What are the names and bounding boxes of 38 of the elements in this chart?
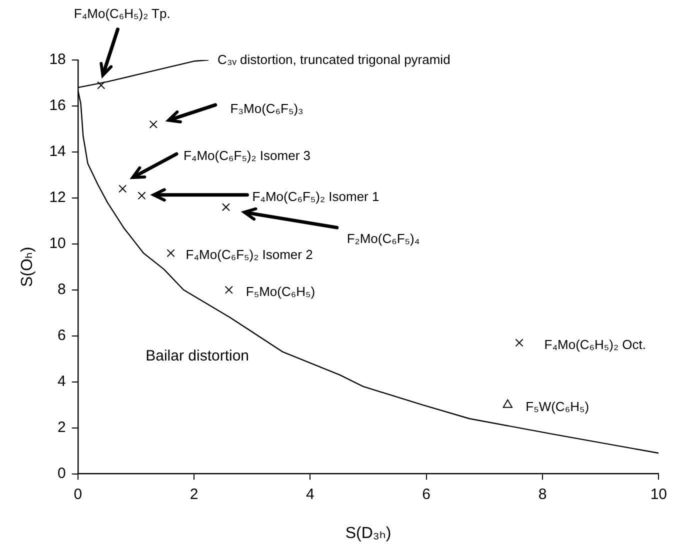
annotation: F₅W(C₆H₅) (526, 398, 590, 414)
annotation: Bailar distortion (146, 347, 250, 364)
point (138, 192, 146, 200)
point (222, 203, 230, 212)
x-tick-label: 6 (422, 486, 431, 503)
point (515, 338, 524, 347)
point (166, 249, 175, 258)
x-tick-label: 10 (650, 486, 667, 503)
point (224, 286, 233, 294)
y-tick-label: 6 (58, 327, 66, 344)
annotation: F₄Mo(C₆F₅)₂ Isomer 3 (183, 148, 310, 164)
point (97, 81, 106, 90)
annotation: F₅Mo(C₆H₅) (246, 284, 316, 299)
point (502, 399, 512, 408)
annotation: C₃ᵥ distortion, truncated trigonal pyramid (218, 52, 450, 67)
point (118, 184, 127, 193)
annotation: F₂Mo(C₆F₅)₄ (346, 230, 420, 246)
annotation: F₃Mo(C₆F₅)₃ (230, 101, 304, 116)
point (149, 120, 158, 128)
y-tick-label: 10 (49, 235, 66, 252)
annotation: F₄Mo(C₆H₅)₂ Oct. (544, 336, 646, 352)
x-tick-label: 2 (190, 486, 198, 503)
y-tick-label: 0 (58, 464, 66, 482)
y-tick-label: 4 (58, 372, 66, 390)
y-tick-label: 18 (49, 51, 66, 68)
y-tick-label: 8 (58, 281, 66, 298)
annotation: F₄Mo(C₆F₅)₂ Isomer 2 (186, 247, 313, 262)
text: F₄Mo(C₆H₅)₂ Tp. (74, 6, 170, 22)
annotation: F₄Mo(C₆F₅)₂ Isomer 1 (252, 189, 380, 204)
x-tick-label: 4 (306, 486, 314, 503)
y-axis-title: S(Oₕ) (19, 246, 36, 288)
x-tick-label: 8 (538, 486, 547, 503)
x-axis-title: S(D₃ₕ) (345, 524, 392, 542)
x-tick-label: 0 (74, 486, 82, 503)
y-tick-label: 16 (49, 97, 66, 114)
y-tick-label: 12 (49, 189, 66, 206)
y-tick-label: 14 (49, 143, 66, 160)
y-tick-label: 2 (58, 418, 66, 436)
